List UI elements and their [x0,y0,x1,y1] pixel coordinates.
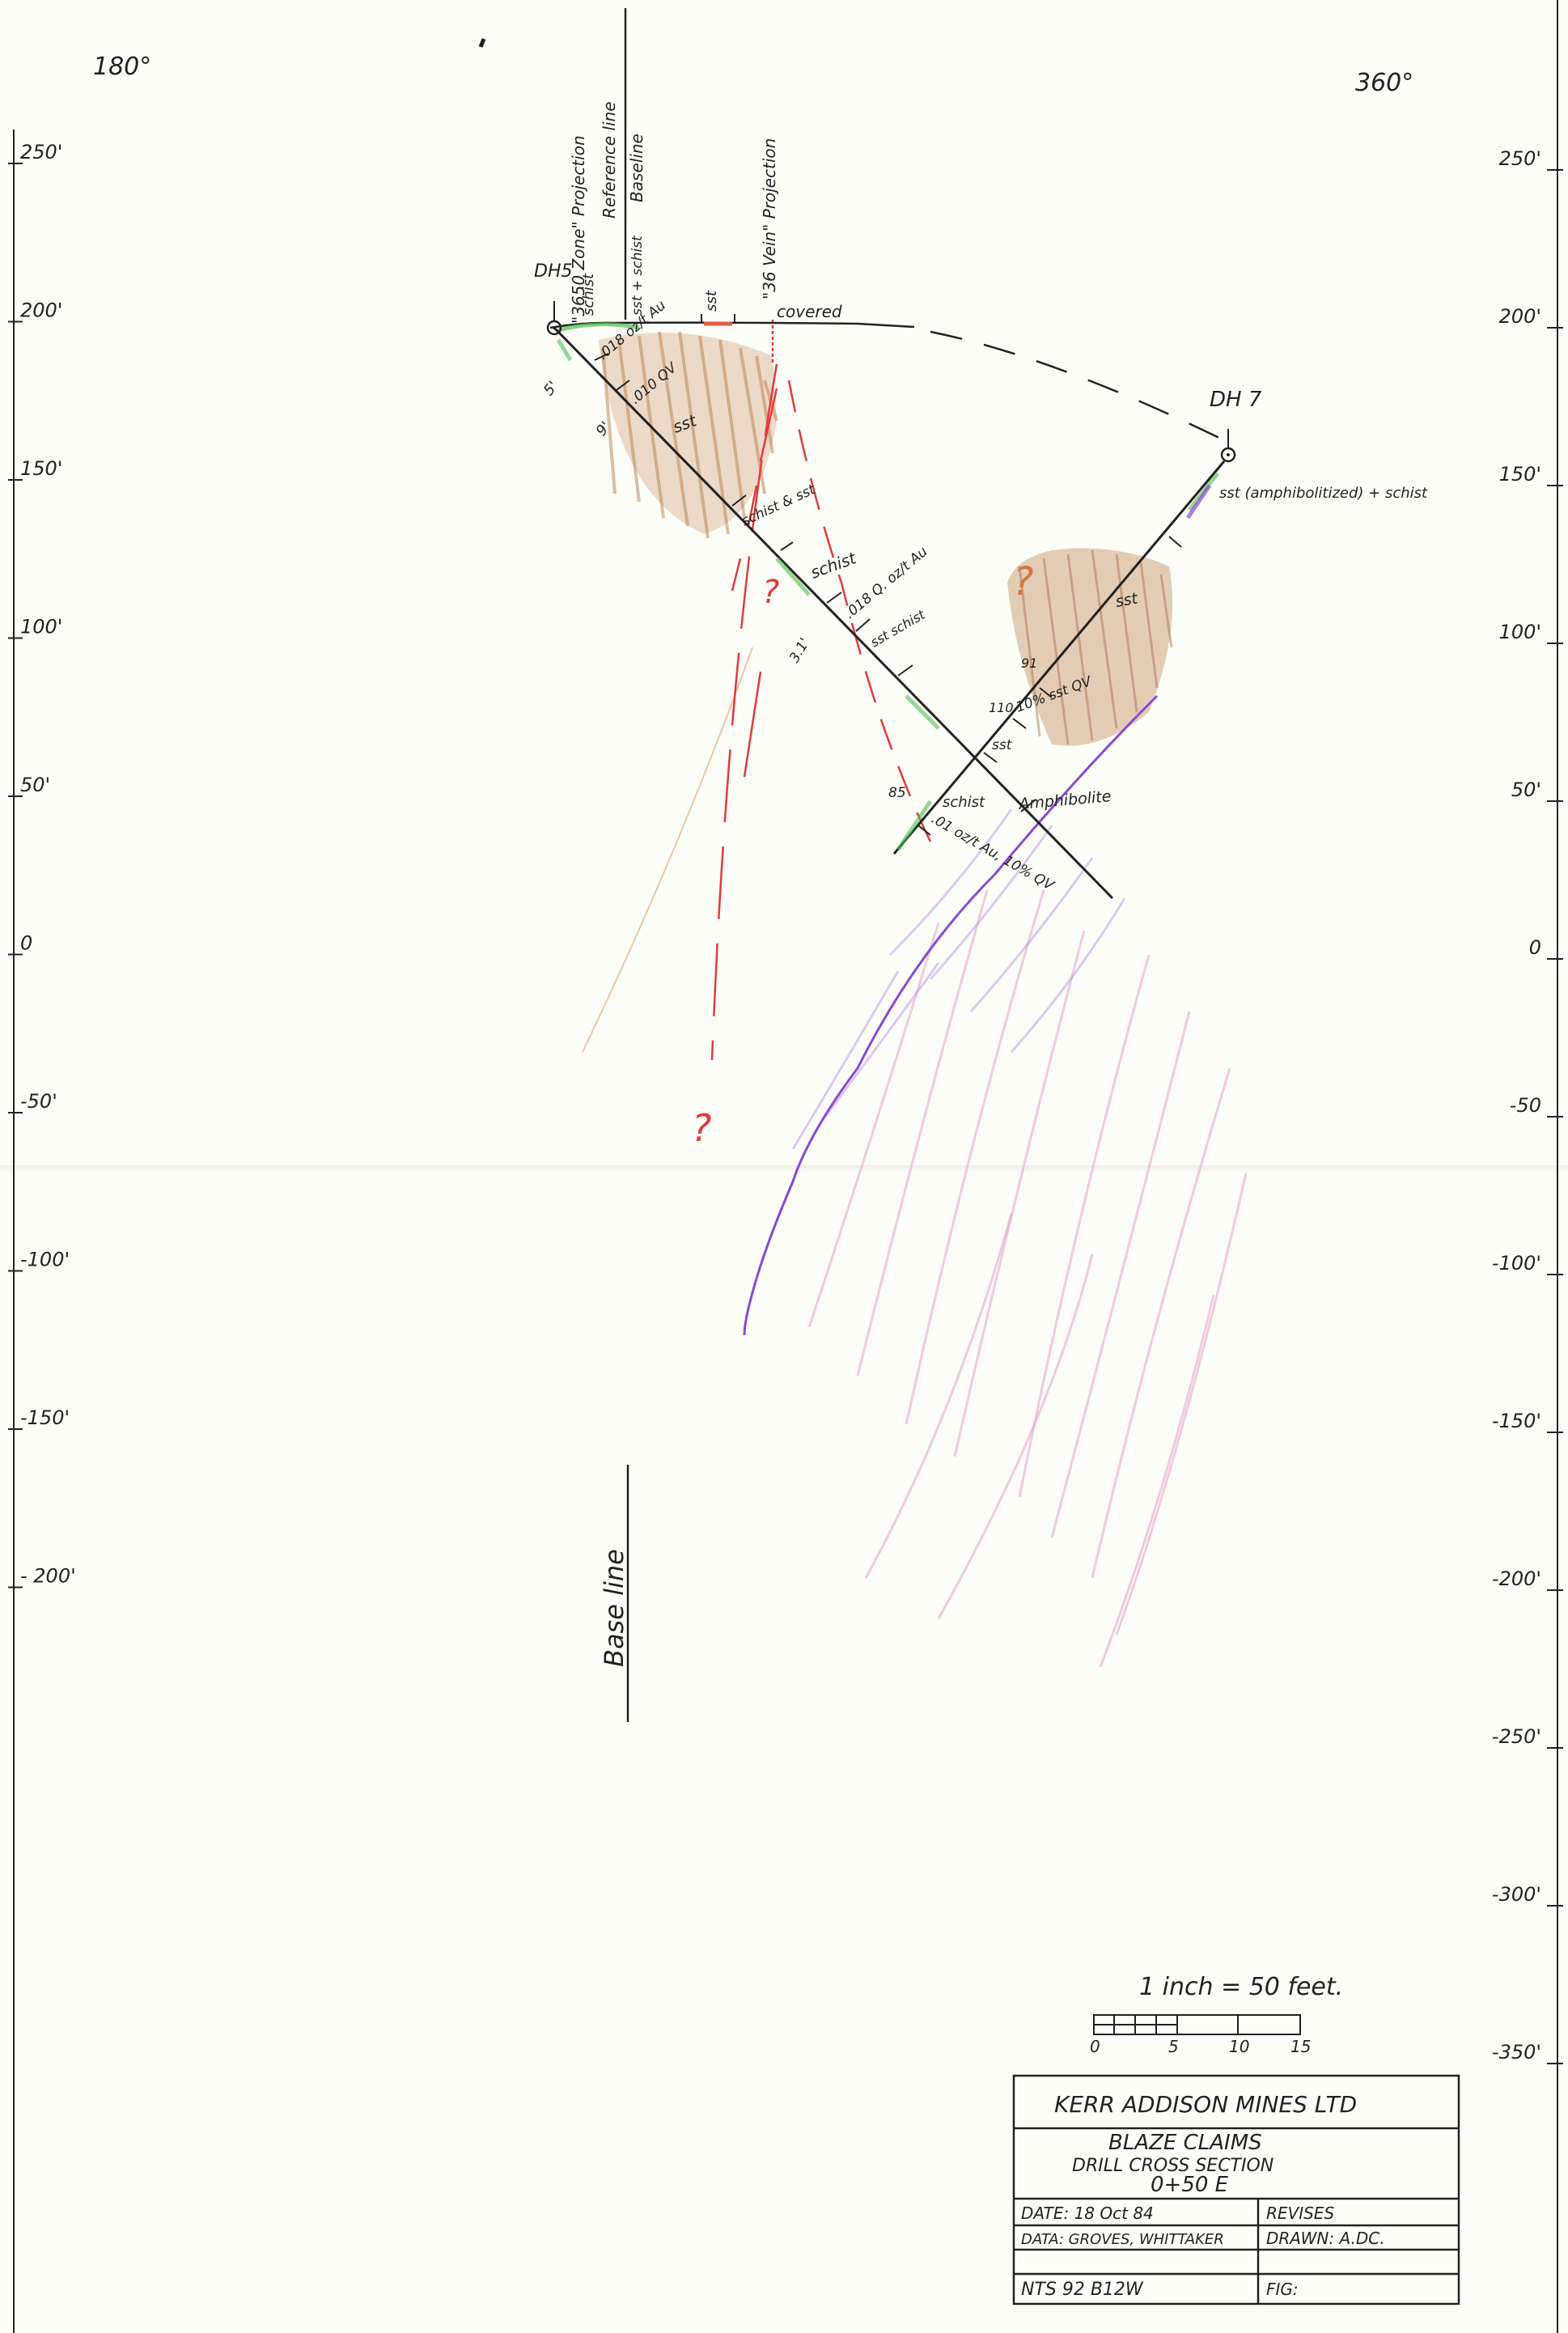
scale-tick-5: 5 [1168,2037,1179,2056]
surface-green-mark [557,322,640,333]
dh7-purple-mark [1185,484,1212,520]
dh7-depth-85: 85 [888,785,906,801]
label-baseline-lower: Base line [599,1549,629,1667]
elevation-right-label: 0 [1529,936,1541,959]
elevation-left-label: 0 [20,932,32,955]
question-mark-dh7: ? [1013,559,1033,604]
title-company: KERR ADDISON MINES LTD [1054,2091,1357,2118]
title-drawn: DRAWN: A.DC. [1266,2229,1385,2248]
elevation-left-label: -150' [20,1406,70,1429]
question-mark-vein-upper: ? [762,574,779,611]
elevation-ticks-right: 250' 200' 150' 100' 50' 0 -50 -100' -150' -200' -2… [1492,147,1563,2064]
title-block [1012,2074,1460,2305]
elevation-right-label: 250' [1499,147,1541,170]
title-section: DRILL CROSS SECTION [1072,2156,1273,2176]
dh5-interval-ticks [594,353,1036,812]
sandstone-zone-dh7 [1007,548,1173,746]
label-36-vein: "36 Vein" Projection [760,138,779,299]
title-fig: FIG: [1266,2280,1299,2299]
elevation-left-label: -50' [20,1090,57,1113]
dh7-depth-91: 91 [1021,655,1037,671]
title-nts: NTS 92 B12W [1021,2280,1144,2300]
dh5-trace [553,326,1114,900]
surface-label-sst-schist: sst + schist [629,235,646,316]
dh7-schist: schist [943,794,985,811]
elevation-left-label: 250' [20,141,62,163]
elevation-right-label: -250' [1492,1725,1541,1748]
stray-pen-mark [478,38,486,48]
dh7-collar-center [1227,453,1230,456]
amphibolite-label: Amphibolite [1017,787,1112,813]
surface-label-covered: covered [777,302,842,321]
elevation-left-label: -100' [20,1249,70,1271]
elevation-right-label: -350' [1492,2041,1541,2064]
title-data: DATA: GROVES, WHITTAKER [1021,2231,1224,2248]
dh7-trace [892,460,1226,855]
elevation-left-label: 150' [20,457,62,480]
dh7-label: DH 7 [1210,388,1262,412]
dh7-sst: sst [1114,589,1140,611]
elevation-left-label: 50' [20,774,50,796]
scale-text: 1 inch = 50 feet. [1139,1973,1343,2001]
elevation-right-label: -200' [1492,1567,1541,1590]
dh5-depth-5: 5' [540,378,562,399]
title-date: DATE: 18 Oct 84 [1021,2204,1154,2223]
elevation-right-label: -100' [1492,1252,1541,1275]
dh7-interval-ticks [917,536,1182,836]
bearing-left: 180° [93,53,151,81]
label-3650-zone: "3650 Zone" Projection [569,135,588,324]
surface-profile-projected [930,330,1227,443]
elevation-left-label: 200' [20,299,62,322]
paper-fold-upper [0,1165,1568,1173]
title-project: BLAZE CLAIMS [1108,2131,1262,2155]
vein-36-projection [710,320,932,1061]
title-revises: REVISES [1266,2204,1334,2223]
dh5-sst-schist: sst schist [868,606,929,650]
elevation-right-label: 150' [1499,463,1541,486]
scale-tick-0: 0 [1090,2037,1100,2056]
dh5-green-marks [556,338,940,730]
question-mark-vein-lower: ? [692,1106,711,1150]
dh5-depth-31: 3.1' [786,635,813,665]
scale-tick-10: 10 [1229,2037,1249,2056]
elevation-right-label: 100' [1499,621,1541,643]
elevation-right-label: 200' [1499,305,1541,328]
amphibolite-contact-upper [755,694,1159,1279]
dh7-depth-110: 110 [989,700,1014,715]
elevation-right-label: 50' [1511,778,1541,801]
sandstone-zone-dh5 [599,333,777,534]
scale-tick-15: 15 [1290,2037,1311,2056]
surface-label-sst: sst [703,290,720,312]
elevation-right-label: -50 [1510,1094,1541,1117]
bearing-right: 360° [1355,69,1413,97]
elevation-right-label: -300' [1492,1883,1541,1906]
surface-label-schist: schist [580,273,597,316]
elevation-ticks-left: 250' 200' 150' 100' 50' 0 -50' -100' -150' - 200' [8,141,76,1589]
dh5-label: DH5 [534,261,572,282]
amphibolite-contact-lower [743,1278,758,1336]
dh7-sst-2: sst [992,737,1013,753]
dh5-schist: schist [808,548,860,583]
elevation-right-label: -150' [1492,1410,1541,1432]
orange-pencil-line [582,647,753,1053]
label-baseline: Baseline [627,134,646,202]
sandstone-hatch-dh7 [1018,549,1173,745]
label-reference-line: Reference line [600,101,619,218]
elevation-left-label: 100' [20,616,62,638]
amphibolite-shading [791,808,1126,1150]
pink-shading-lower [807,889,1248,1668]
title-section-no: 0+50 E [1151,2173,1229,2197]
dh7-top-unit: sst (amphibolitized) + schist [1219,485,1428,502]
elevation-left-label: - 200' [20,1565,76,1588]
scale-bar [1093,2014,1301,2035]
